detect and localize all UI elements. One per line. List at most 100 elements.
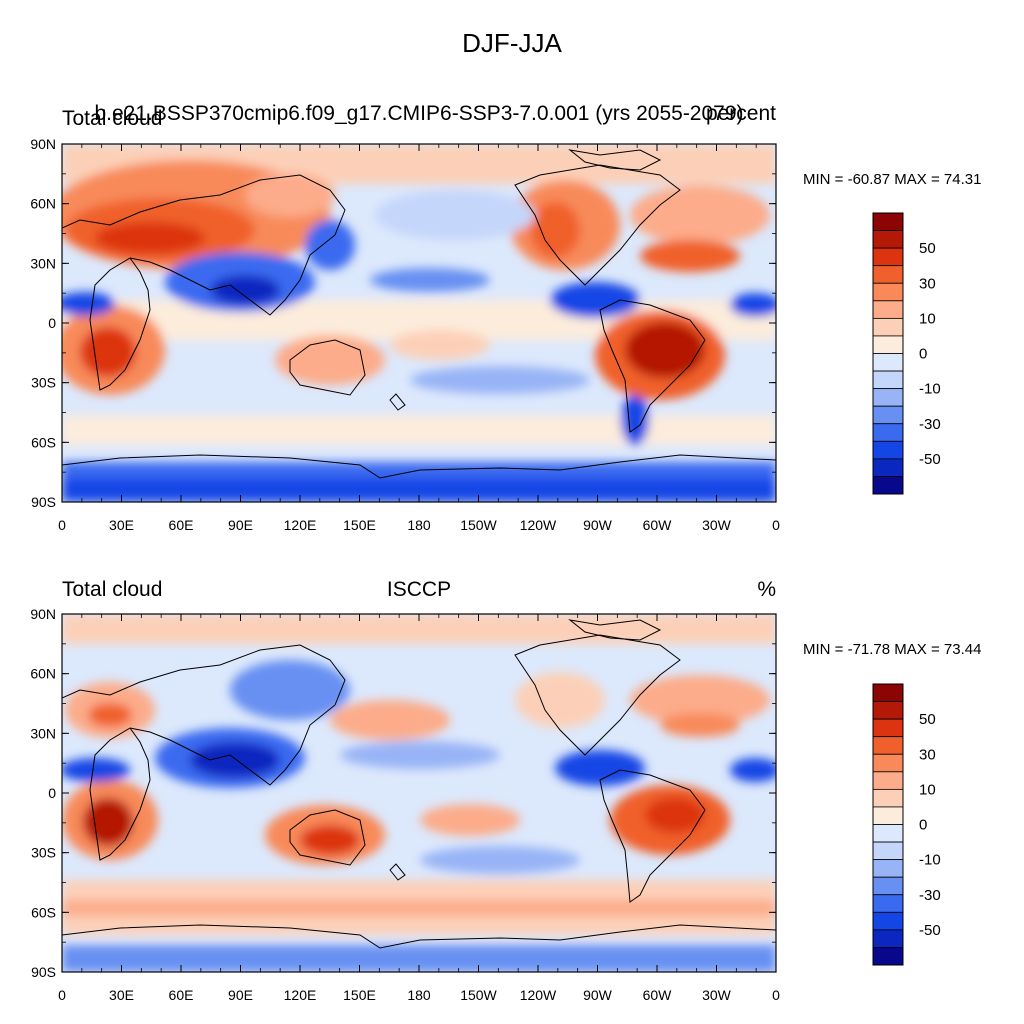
colorbar-swatch [872, 282, 904, 302]
colorbar-swatch [872, 929, 904, 948]
lon-tick-label: 150E [343, 517, 376, 533]
panel1-center-title: b.e21.BSSP370cmip6.f09_g17.CMIP6-SSP3-7.… [94, 102, 744, 125]
panel2-left-title: Total cloud [62, 578, 163, 601]
lon-tick-label: 30W [702, 987, 732, 1003]
colorbar-label: -30 [919, 887, 941, 904]
colorbar-swatch [872, 265, 904, 284]
colorbar-swatch [872, 806, 904, 825]
lat-tick-label: 60S [31, 904, 56, 920]
colorbar-label: -50 [919, 922, 941, 939]
colorbar-label: 10 [919, 310, 936, 327]
lat-tick-label: 90S [31, 494, 56, 510]
colorbar-label: 10 [919, 781, 936, 798]
colorbar-swatch [872, 423, 904, 442]
colorbar-label: 30 [919, 275, 936, 292]
colorbar-swatch [872, 683, 904, 702]
lon-tick-label: 0 [58, 987, 66, 1003]
colorbar-swatch [872, 753, 904, 773]
colorbar-swatch [872, 736, 904, 755]
colorbar-swatch [872, 476, 904, 495]
panel2-right-title: % [757, 578, 776, 601]
lon-tick-label: 60E [169, 517, 194, 533]
lon-tick-label: 150E [343, 987, 376, 1003]
lat-tick-label: 0 [48, 785, 56, 801]
panel2-minmax: MIN = -71.78 MAX = 73.44 [803, 641, 982, 658]
colorbar-swatch [872, 788, 904, 808]
lon-tick-label: 180 [407, 517, 431, 533]
figure-title: DJF-JJA [462, 28, 562, 58]
colorbar-label: 50 [919, 240, 936, 257]
colorbar-label: -10 [919, 381, 941, 398]
colorbar-label: 0 [919, 817, 927, 834]
lon-tick-label: 60E [169, 987, 194, 1003]
colorbar-swatch [872, 947, 904, 966]
colorbar-swatch [872, 458, 904, 477]
colorbar-label: 30 [919, 746, 936, 763]
colorbar-swatch [872, 859, 904, 878]
lon-tick-label: 0 [772, 517, 780, 533]
colorbar-swatch [872, 353, 904, 372]
colorbar-swatch [872, 440, 904, 460]
lon-tick-label: 0 [772, 987, 780, 1003]
panel1-right-title: percent [705, 102, 776, 125]
lat-tick-label: 60N [30, 666, 56, 682]
lon-tick-label: 60W [643, 517, 673, 533]
colorbar-swatch [872, 370, 904, 390]
colorbar-swatch [872, 317, 904, 337]
colorbar-swatch [872, 388, 904, 407]
panel1-left-title: Total cloud [62, 107, 163, 130]
panel2-map [62, 614, 776, 972]
lat-tick-label: 90N [30, 606, 56, 622]
panel1-colorbar: 50 30 10 0 -10 -30 -50 [872, 212, 941, 495]
colorbar-label: -10 [919, 852, 941, 869]
lon-tick-label: 150W [460, 987, 497, 1003]
lon-tick-label: 150W [460, 517, 497, 533]
lat-tick-label: 60S [31, 434, 56, 450]
colorbar-swatch [872, 771, 904, 790]
lon-tick-label: 0 [58, 517, 66, 533]
lon-tick-label: 120W [520, 987, 557, 1003]
colorbar-swatch [872, 335, 904, 354]
colorbar-swatch [872, 247, 904, 267]
colorbar-swatch [872, 212, 904, 231]
colorbar-label: 50 [919, 711, 936, 728]
colorbar-swatch [872, 701, 904, 720]
lon-tick-label: 90W [583, 987, 613, 1003]
lon-tick-label: 90E [228, 517, 253, 533]
lon-tick-label: 120W [520, 517, 557, 533]
panel1-minmax: MIN = -60.87 MAX = 74.31 [803, 171, 982, 188]
panel1-map [62, 144, 776, 502]
colorbar-label: -30 [919, 416, 941, 433]
lon-tick-label: 120E [284, 517, 317, 533]
colorbar-swatch [872, 718, 904, 738]
colorbar-swatch [872, 300, 904, 319]
colorbar-swatch [872, 894, 904, 913]
lon-tick-label: 60W [643, 987, 673, 1003]
lat-tick-label: 30N [30, 255, 56, 271]
panel2-center-title: ISCCP [386, 578, 452, 601]
lat-tick-label: 90S [31, 964, 56, 980]
lat-tick-label: 30N [30, 725, 56, 741]
lat-tick-label: 0 [48, 315, 56, 331]
colorbar-swatch [872, 824, 904, 843]
colorbar-swatch [872, 405, 904, 425]
lat-tick-label: 30S [31, 375, 56, 391]
colorbar-swatch [872, 841, 904, 861]
lon-tick-label: 30E [109, 987, 134, 1003]
lon-tick-label: 30W [702, 517, 732, 533]
lat-tick-label: 60N [30, 196, 56, 212]
colorbar-swatch [872, 911, 904, 931]
lon-tick-label: 30E [109, 517, 134, 533]
lon-tick-label: 90W [583, 517, 613, 533]
lon-tick-label: 180 [407, 987, 431, 1003]
lat-tick-label: 90N [30, 136, 56, 152]
colorbar-swatch [872, 230, 904, 249]
colorbar-label: -50 [919, 451, 941, 468]
lon-tick-label: 90E [228, 987, 253, 1003]
panel2-colorbar: 50 30 10 0 -10 -30 -50 [872, 683, 941, 966]
lon-tick-label: 120E [284, 987, 317, 1003]
lat-tick-label: 30S [31, 845, 56, 861]
colorbar-swatch [872, 876, 904, 896]
